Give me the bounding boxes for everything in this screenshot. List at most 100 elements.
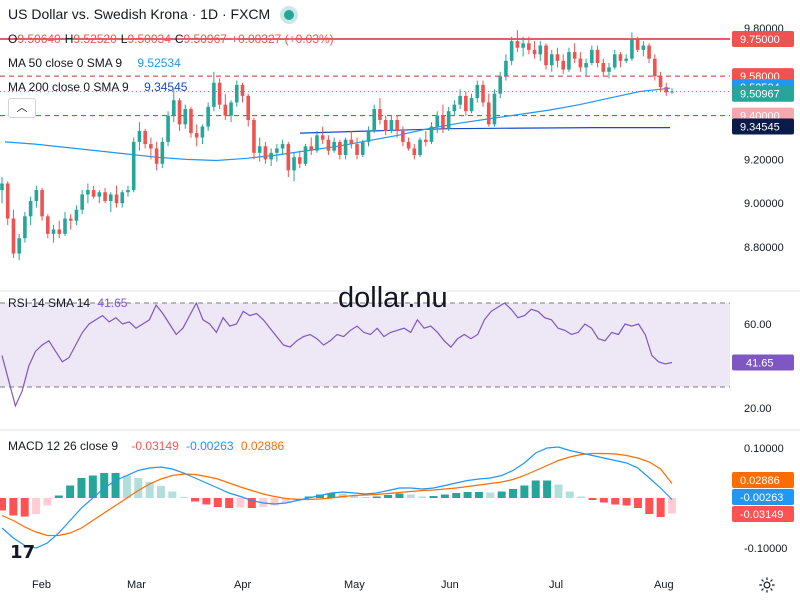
candle-body: [171, 100, 176, 116]
candle-body: [166, 115, 170, 142]
candle-body: [607, 67, 611, 72]
macd-histogram-bar: [384, 495, 393, 498]
candle-body: [349, 139, 354, 145]
macd-hist-tag: -0.03149: [740, 509, 783, 521]
candle-body: [601, 63, 606, 72]
candle-body: [389, 119, 394, 131]
candle-body: [578, 58, 583, 68]
candle-body: [114, 194, 119, 204]
high-value: 9.52520: [73, 32, 117, 46]
candle-body: [338, 141, 342, 156]
candle-body: [561, 60, 565, 70]
candle-body: [120, 192, 125, 204]
macd-hist-value: -0.03149: [131, 439, 179, 453]
macd-histogram-bar: [418, 496, 427, 498]
macd-signal-tag-bg: [732, 472, 794, 488]
time-axis-tick: Feb: [32, 579, 51, 591]
candle-body: [143, 130, 147, 145]
macd-histogram-bar: [463, 492, 472, 498]
candle-body: [149, 144, 153, 149]
symbol-title[interactable]: US Dollar vs. Swedish Krona · 1D · FXCM: [8, 6, 271, 22]
candle-body: [292, 157, 296, 171]
ma200-legend[interactable]: MA 200 close 0 SMA 9 9.34545: [8, 80, 191, 94]
macd-histogram-bar: [452, 493, 461, 498]
candle-body: [5, 183, 10, 219]
candle-body: [320, 135, 325, 140]
ma50-line: [4, 87, 671, 162]
candle-body: [355, 144, 359, 156]
candle-body: [618, 54, 623, 61]
macd-histogram-bar: [281, 498, 290, 503]
macd-histogram-bar: [315, 494, 324, 498]
macd-axis-tick: -0.10000: [744, 543, 787, 555]
candle-body: [177, 100, 182, 125]
candle-body: [332, 141, 336, 151]
macd-histogram-bar: [497, 491, 506, 498]
macd-signal-line: [1, 452, 673, 537]
macd-histogram-bar: [520, 485, 529, 498]
macd-histogram-bar: [43, 498, 52, 506]
macd-histogram-bar: [88, 475, 97, 498]
macd-histogram-bar: [372, 496, 381, 498]
gear-icon[interactable]: [758, 576, 776, 594]
candle-body: [11, 218, 16, 254]
macd-line-tag-bg: [732, 489, 794, 505]
candle-body: [584, 63, 588, 68]
rsi-legend[interactable]: RSI 14 SMA 14 41.65: [8, 296, 131, 310]
candle-body: [131, 141, 136, 191]
candle-body: [240, 84, 245, 96]
ma200-price-label-bg: [732, 118, 794, 135]
low-label: L: [120, 32, 128, 46]
macd-histogram-bar: [599, 498, 608, 503]
macd-legend[interactable]: MACD 12 26 close 9 -0.03149 -0.00263 0.0…: [8, 439, 288, 453]
macd-histogram-bar: [54, 495, 63, 498]
candle-body: [423, 139, 428, 142]
macd-line-tag: -0.00263: [740, 492, 783, 504]
macd-line: [1, 446, 673, 549]
candle-body: [234, 84, 239, 103]
macd-label: MACD 12 26 close 9: [8, 439, 119, 453]
candle-body: [137, 130, 142, 142]
macd-histogram-bar: [611, 498, 620, 505]
candle-body: [252, 119, 256, 153]
candle-body: [624, 58, 628, 61]
candle-body: [504, 60, 508, 77]
close-label: C: [174, 32, 184, 46]
time-axis-tick: May: [344, 579, 365, 591]
macd-histogram-bar: [32, 498, 41, 514]
candle-body: [63, 218, 67, 234]
macd-histogram-bar: [145, 482, 154, 498]
candle-body: [246, 95, 251, 120]
macd-histogram-bar: [645, 498, 654, 514]
tradingview-logo-icon[interactable]: 𝟭𝟳: [10, 542, 36, 562]
macd-histogram-bar: [633, 498, 642, 508]
candle-body: [418, 139, 422, 156]
candle-body: [217, 82, 222, 105]
candle-body: [572, 52, 577, 59]
close-value: 9.50967: [183, 32, 227, 46]
macd-histogram-bar: [213, 498, 222, 507]
macd-histogram-bar: [134, 478, 143, 498]
candle-body: [412, 148, 417, 156]
candle-body: [670, 91, 674, 93]
ma50-legend[interactable]: MA 50 close 0 SMA 9 9.52534: [8, 56, 185, 70]
macd-histogram-bar: [66, 485, 75, 498]
candle-body: [630, 38, 634, 59]
level-9-75-label-bg: [732, 30, 794, 47]
candle-body: [315, 135, 319, 151]
time-axis-tick: Apr: [234, 579, 251, 591]
candle-body: [91, 190, 96, 197]
macd-histogram-bar: [122, 475, 131, 498]
macd-histogram-bar: [543, 480, 552, 498]
candle-body: [34, 190, 39, 202]
rsi-line: [1, 301, 673, 408]
macd-histogram-bar: [247, 498, 256, 508]
ma200-value: 9.34545: [144, 80, 188, 94]
macd-signal-value: 0.02886: [240, 439, 285, 453]
macd-histogram-bar: [577, 496, 586, 498]
collapse-legend-button[interactable]: ︿: [8, 98, 36, 118]
candle-body: [658, 76, 663, 88]
candle-body: [86, 190, 90, 195]
candle-body: [555, 54, 560, 61]
